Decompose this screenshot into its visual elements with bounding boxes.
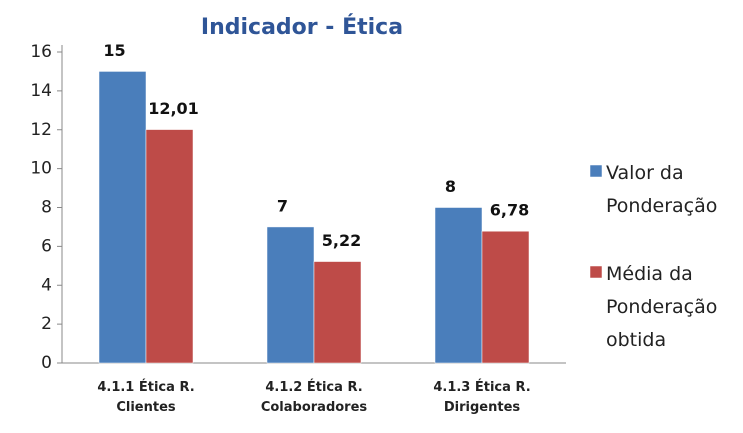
y-tick-label: 6 bbox=[41, 236, 52, 256]
value-label: 8 bbox=[445, 177, 456, 196]
y-tick-label: 10 bbox=[30, 159, 52, 179]
bar bbox=[266, 226, 315, 364]
x-tick-label: 4.1.1 Ética R. Clientes bbox=[97, 380, 195, 415]
x-tick-label: 4.1.2 Ética R. Colaboradores bbox=[260, 380, 368, 415]
bar bbox=[434, 207, 483, 364]
value-label: 7 bbox=[277, 196, 288, 215]
y-tick-label: 16 bbox=[30, 42, 52, 62]
bar bbox=[313, 261, 362, 364]
y-tick-label: 2 bbox=[41, 314, 52, 334]
value-label: 12,01 bbox=[148, 99, 199, 118]
bar bbox=[481, 230, 530, 364]
legend-label: Valor da Ponderação bbox=[606, 162, 718, 217]
chart-title: Indicador - Ética bbox=[201, 14, 403, 40]
bar bbox=[145, 129, 194, 364]
y-tick-label: 0 bbox=[41, 353, 52, 373]
legend-swatch bbox=[589, 265, 603, 279]
legend-label: Média da Ponderação obtida bbox=[606, 263, 718, 351]
value-label: 5,22 bbox=[322, 231, 361, 250]
value-label: 6,78 bbox=[490, 201, 529, 220]
bar bbox=[98, 71, 147, 364]
y-tick-label: 12 bbox=[30, 120, 52, 140]
legend-swatch bbox=[589, 164, 603, 178]
x-tick-label: 4.1.3 Ética R. Dirigentes bbox=[433, 380, 531, 415]
value-label: 15 bbox=[103, 41, 125, 60]
y-tick-label: 4 bbox=[41, 275, 52, 295]
y-tick-label: 8 bbox=[41, 198, 52, 218]
y-tick-label: 14 bbox=[30, 81, 52, 101]
